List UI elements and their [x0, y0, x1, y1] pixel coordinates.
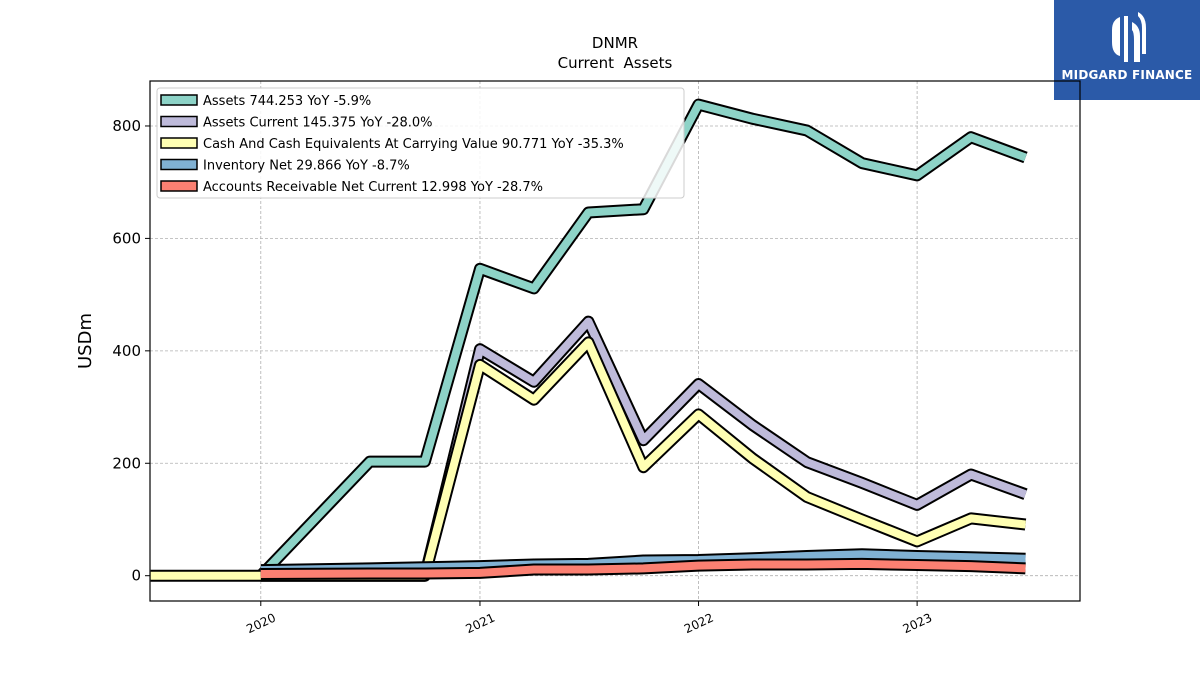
legend-entry: Assets Current 145.375 YoY -28.0% — [203, 116, 433, 131]
legend-entry: Assets 744.253 YoY -5.9% — [203, 94, 371, 109]
series-inventory-net — [260, 548, 1026, 577]
legend-entry: Inventory Net 29.866 YoY -8.7% — [203, 159, 410, 174]
legend-box — [156, 87, 685, 199]
chart-title: DNMR — [592, 34, 638, 52]
series-outline — [150, 336, 1027, 582]
series-cash-and-cash-equivalents-at-carrying-value — [150, 336, 1027, 582]
legend-swatch — [160, 137, 198, 149]
y-tick-label: 800 — [112, 117, 141, 135]
legend-swatch — [160, 115, 198, 128]
y-tick-label: 0 — [131, 567, 141, 585]
series-line — [260, 559, 1026, 578]
y-tick-label: 600 — [112, 229, 141, 247]
legend: Assets 744.253 YoY -5.9% Assets Current 1… — [156, 87, 685, 199]
legend-swatch — [160, 94, 198, 106]
x-tick-label: 2023 — [901, 611, 935, 637]
chart-subtitle: Current Assets — [558, 54, 673, 72]
legend-swatch — [160, 158, 198, 171]
series-areas — [150, 98, 1028, 582]
legend-entry: Cash And Cash Equivalents At Carrying Va… — [203, 137, 624, 152]
y-axis-label: USDm — [75, 313, 96, 369]
series-accounts-receivable-net-current — [260, 557, 1026, 580]
plot-frame — [149, 80, 1081, 602]
series-line — [260, 550, 1026, 575]
logo-mark-icon — [1054, 6, 1200, 72]
x-tick-label: 2022 — [682, 611, 716, 637]
legend-entry: Accounts Receivable Net Current 12.998 Y… — [203, 180, 543, 195]
y-tick-label: 200 — [112, 454, 141, 472]
y-tick-label: 400 — [112, 342, 141, 360]
legend-swatch — [160, 180, 198, 192]
x-tick-label: 2021 — [463, 611, 497, 637]
x-tick-label: 2020 — [244, 611, 278, 637]
brand-name: MIDGARD FINANCE — [1061, 68, 1193, 82]
series-line — [150, 338, 1026, 580]
brand-logo: MIDGARD FINANCE — [1054, 0, 1200, 100]
